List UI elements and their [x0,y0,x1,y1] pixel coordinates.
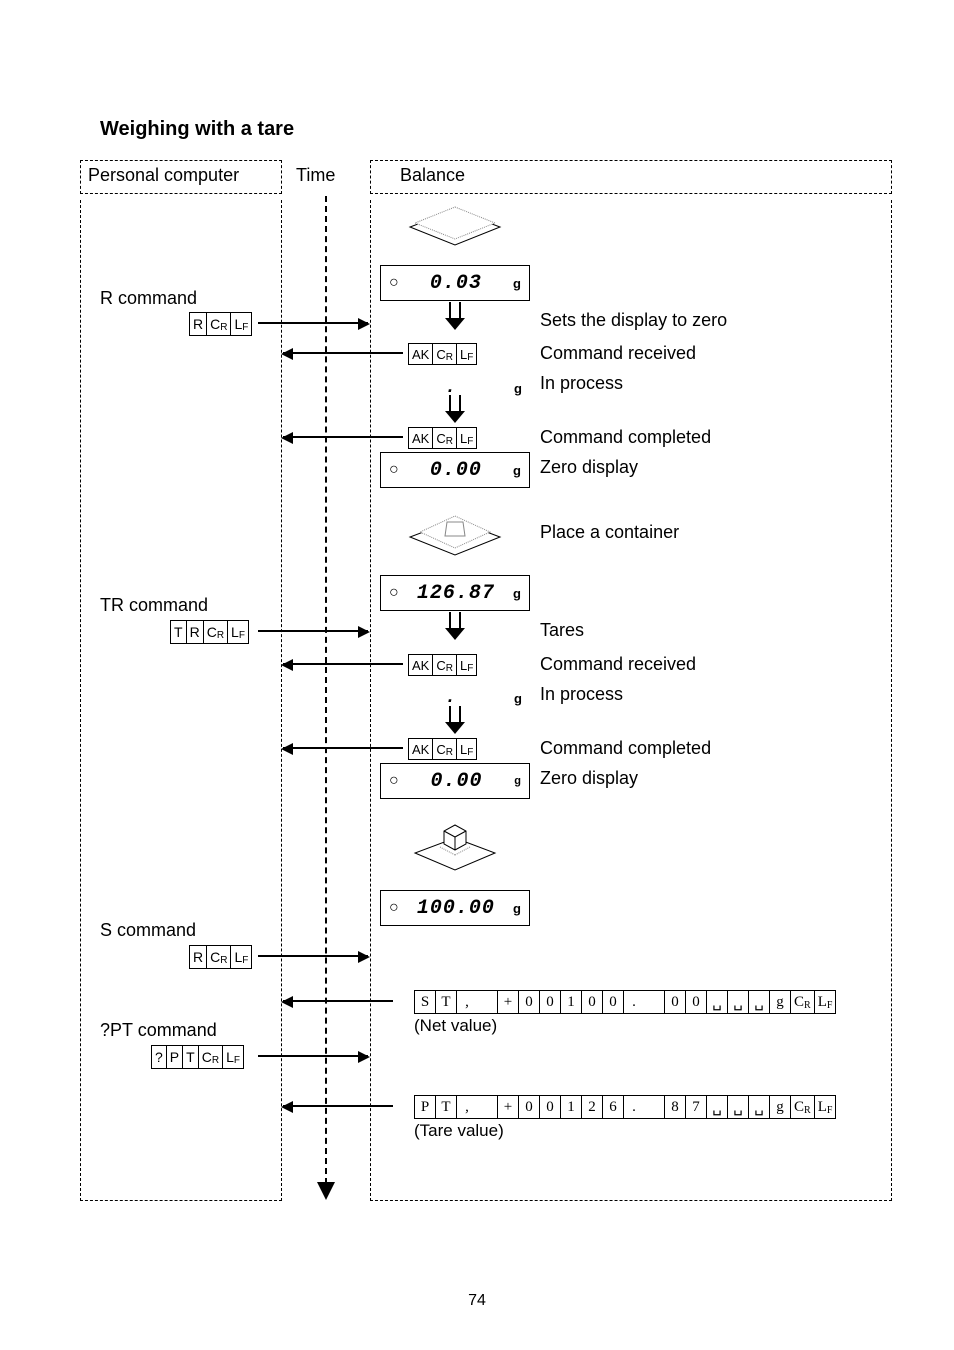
pc-label: Personal computer [88,165,239,186]
cr-token: CR [433,344,457,364]
ack-response: AK CR LF [408,738,477,760]
tare-value-response: PT, +001 26. 87 ␣␣␣ g CR LF [414,1095,836,1119]
annot-tares: Tares [540,620,584,641]
display-value: 0.03 [430,272,482,295]
annot-completed: Command completed [540,427,711,448]
lf-token: LF [223,1046,243,1068]
recv-arrow [283,352,403,354]
timeline [325,196,327,1184]
cmd-char: R [190,313,207,335]
balance-pan-icon [405,205,505,250]
cr-token: CR [433,739,457,759]
display-unit: g [513,586,521,601]
balance-pan-with-container-icon [405,510,505,560]
recv-arrow [283,1105,393,1107]
cmd-char: R [187,621,204,643]
balance-display: ○ 126.87 g [380,575,530,611]
recv-arrow [283,747,403,749]
annot-inprocess: In process [540,373,623,394]
page-title: Weighing with a tare [100,118,294,141]
net-value-label: (Net value) [414,1016,497,1036]
cr-token: CR [204,621,228,643]
cr-token: CR [433,655,457,675]
cr-token: CR [433,428,457,448]
cr-token: CR [207,946,231,968]
cmd-char: ? [152,1046,167,1068]
lf-token: LF [457,344,476,364]
cmd-char: T [171,621,187,643]
display-value: 0.00 [430,459,482,482]
cr-token: CR [199,1046,223,1068]
timeline-arrowhead [317,1182,335,1200]
cmd-char: R [190,946,207,968]
cmd-char: P [167,1046,183,1068]
display-value: 0.00 [430,770,482,793]
s-command-label: S command [100,920,196,941]
lf-token: LF [457,655,476,675]
annot-set-zero: Sets the display to zero [540,310,727,331]
display-value: . [445,378,457,398]
cr-token: CR [207,313,231,335]
recv-arrow [283,1000,393,1002]
balance-display: ○ 0.03 g [380,265,530,301]
display-value: 126.87 [417,582,495,605]
annot-zero-display: Zero display [540,457,638,478]
recv-arrow [283,436,403,438]
tare-value-label: (Tare value) [414,1121,504,1141]
display-value: . [445,688,457,708]
pt-command-label: ?PT command [100,1020,217,1041]
balance-display: . g [380,370,530,406]
ack-response: AK CR LF [408,654,477,676]
r-command-box: R CR LF [189,312,252,336]
display-value: 100.00 [417,897,495,920]
annot-place-container: Place a container [540,522,679,543]
ack-text: AK [409,428,433,448]
annot-zero-display: Zero display [540,768,638,789]
tr-command-box: T R CR LF [170,620,249,644]
lf-token: LF [228,621,248,643]
ack-text: AK [409,739,433,759]
balance-pan-with-object-icon [410,820,500,875]
r-command-label: R command [100,288,197,309]
lf-token: LF [457,739,476,759]
s-command-box: R CR LF [189,945,252,969]
send-arrow [258,630,368,632]
annot-completed: Command completed [540,738,711,759]
ack-text: AK [409,655,433,675]
recv-arrow [283,663,403,665]
ack-response: AK CR LF [408,427,477,449]
ack-text: AK [409,344,433,364]
cmd-char: T [183,1046,199,1068]
send-arrow [258,322,368,324]
time-label: Time [296,165,335,186]
annot-inprocess: In process [540,684,623,705]
annot-received: Command received [540,343,696,364]
display-unit: g [514,775,521,787]
display-unit: g [513,276,521,291]
net-value-response: ST, +001 00. 00 ␣␣␣ g CR LF [414,990,836,1014]
pt-command-box: ? P T CR LF [151,1045,244,1069]
display-unit: g [514,381,522,396]
display-unit: g [514,691,522,706]
lf-token: LF [457,428,476,448]
balance-display: . g [380,680,530,716]
balance-display: ○ 0.00 g [380,452,530,488]
send-arrow [258,955,368,957]
display-unit: g [513,901,521,916]
lf-token: LF [231,946,251,968]
lf-token: LF [231,313,251,335]
display-unit: g [513,463,521,478]
ack-response: AK CR LF [408,343,477,365]
balance-display: ○ 100.00 g [380,890,530,926]
balance-label: Balance [400,165,465,186]
annot-received: Command received [540,654,696,675]
send-arrow [258,1055,368,1057]
balance-display: ○ 0.00 g [380,763,530,799]
page-number: 74 [0,1292,954,1310]
tr-command-label: TR command [100,595,208,616]
